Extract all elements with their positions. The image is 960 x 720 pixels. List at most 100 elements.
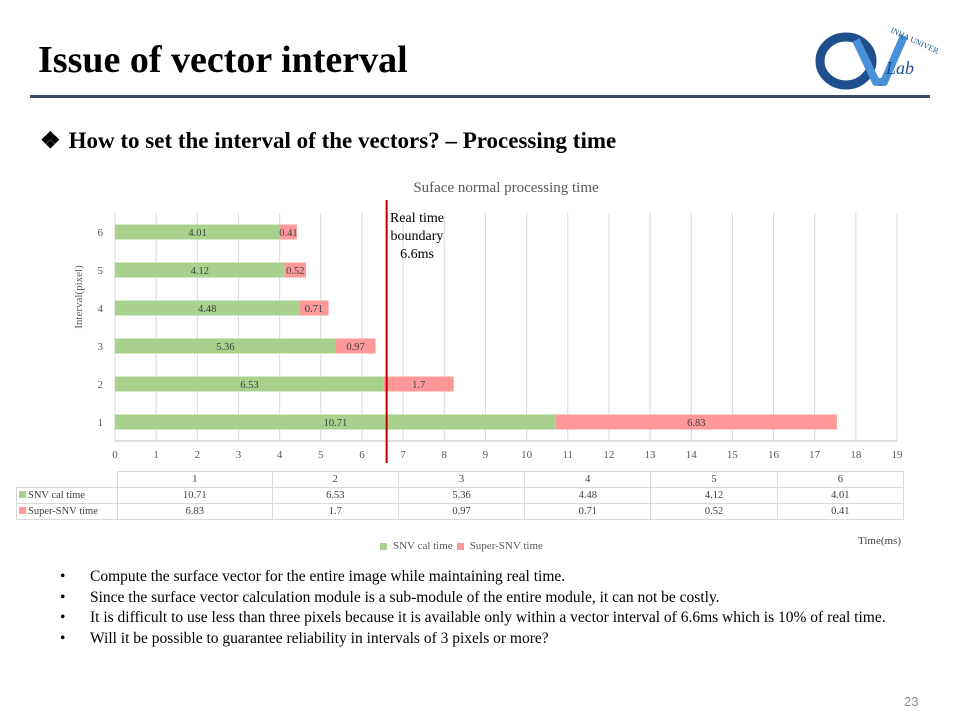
x-tick-label: 1 [153, 449, 159, 461]
list-item: Compute the surface vector for the entir… [60, 567, 910, 588]
snv-bar [115, 262, 285, 278]
x-tick-label: 2 [195, 449, 201, 461]
x-tick-label: 13 [645, 449, 657, 461]
table-cell: 10.71 [117, 487, 273, 504]
data-table: 1 2 3 4 5 6 SNV cal time 10.71 6.53 5.36… [16, 471, 905, 520]
time-axis-label: Time(ms) [858, 535, 901, 547]
bar-data-label: 0.71 [305, 304, 323, 315]
snv-bar [115, 376, 384, 392]
table-corner [16, 471, 118, 488]
list-item: It is difficult to use less than three p… [60, 608, 910, 629]
x-tick-label: 15 [727, 449, 739, 461]
legend-item: Super-SNV time [469, 540, 543, 552]
super-snv-legend-icon [456, 542, 464, 550]
table-row: SNV cal time 10.71 6.53 5.36 4.48 4.12 4… [16, 487, 905, 504]
table-cell: 4.12 [650, 487, 778, 504]
table-cell: 6.53 [271, 487, 399, 504]
snv-bar [115, 414, 556, 430]
legend-item: SNV cal time [393, 540, 453, 552]
x-tick-label: 12 [603, 449, 614, 461]
x-tick-label: 10 [521, 449, 533, 461]
subheading: ❖ How to set the interval of the vectors?… [40, 128, 616, 154]
annotation-line-1: Real time [389, 211, 445, 226]
list-item: Since the surface vector calculation mod… [60, 588, 910, 609]
y-axis-title: Interval(pixel) [73, 265, 85, 329]
diamond-bullet-icon: ❖ [40, 128, 61, 153]
bar-data-label: 5.36 [216, 342, 234, 353]
x-tick-label: 8 [442, 449, 448, 461]
x-tick-label: 6 [359, 449, 365, 461]
table-cell: 0.71 [524, 503, 652, 520]
super-snv-bar [284, 262, 306, 278]
x-tick-label: 19 [892, 449, 904, 461]
snv-bar [115, 224, 281, 240]
x-tick-label: 18 [850, 449, 862, 461]
table-cell: 4.01 [776, 487, 905, 504]
table-row-label: SNV cal time [16, 487, 118, 504]
x-tick-label: 7 [400, 449, 406, 461]
table-header: 5 [650, 471, 778, 488]
super-snv-bar [335, 338, 376, 354]
x-tick-label: 16 [768, 449, 780, 461]
title-underline [30, 95, 930, 98]
bar-data-label: 4.48 [198, 304, 216, 315]
bar-data-label: 4.12 [191, 266, 209, 277]
table-cell: 4.48 [524, 487, 652, 504]
x-tick-label: 5 [318, 449, 324, 461]
bar-data-label: 1.7 [412, 380, 425, 391]
table-cell: 0.41 [776, 503, 905, 520]
snv-legend-icon [380, 542, 387, 550]
table-header: 3 [397, 471, 526, 488]
super-snv-bar [280, 224, 297, 240]
table-cell: 0.97 [397, 503, 526, 520]
subheading-text: How to set the interval of the vectors? … [68, 128, 617, 153]
bar-data-label: 0.41 [279, 228, 297, 239]
annotation-line-2: boundary [390, 229, 444, 244]
table-header: 1 [117, 471, 273, 488]
table-header-row: 1 2 3 4 5 6 [16, 471, 905, 488]
annotation-line-3: 6.6ms [400, 247, 434, 262]
x-tick-label: 0 [112, 449, 118, 461]
bullet-list: Compute the surface vector for the entir… [60, 567, 910, 649]
super-snv-bar [299, 300, 329, 316]
chart-legend: SNV cal time Super-SNV time [380, 540, 543, 552]
table-header: 4 [524, 471, 652, 488]
y-tick-label: 5 [98, 265, 104, 277]
super-snv-bar [555, 414, 837, 430]
y-tick-label: 6 [98, 227, 104, 239]
snv-bar [115, 300, 300, 316]
x-tick-label: 17 [809, 449, 821, 461]
chart-title: Suface normal processing time [413, 180, 599, 196]
bar-data-label: 10.71 [324, 418, 348, 429]
table-cell: 6.83 [117, 503, 273, 520]
y-tick-label: 1 [98, 417, 104, 429]
bar-data-label: 4.01 [188, 228, 206, 239]
bar-data-label: 6.83 [687, 418, 705, 429]
snv-bar [115, 338, 336, 354]
list-item: Will it be possible to guarantee reliabi… [60, 629, 910, 650]
x-tick-label: 3 [236, 449, 242, 461]
slide-title: Issue of vector interval [38, 39, 408, 81]
bar-data-label: 6.53 [240, 380, 258, 391]
super-snv-bar [383, 376, 454, 392]
svg-text:Lab: Lab [885, 58, 914, 78]
table-cell: 0.52 [650, 503, 778, 520]
table-row: Super-SNV time 6.83 1.7 0.97 0.71 0.52 0… [16, 503, 905, 520]
table-cell: 5.36 [397, 487, 526, 504]
y-tick-label: 4 [98, 303, 104, 315]
x-tick-label: 9 [483, 449, 489, 461]
table-header: 6 [776, 471, 905, 488]
table-header: 2 [271, 471, 399, 488]
bar-data-label: 0.97 [346, 342, 364, 353]
realtime-boundary-annotation: Real time boundary 6.6ms [382, 210, 452, 264]
y-tick-label: 2 [98, 379, 104, 391]
super-snv-swatch-icon [19, 507, 26, 514]
y-tick-label: 3 [98, 341, 104, 353]
snv-swatch-icon [19, 491, 26, 498]
bar-data-label: 0.52 [286, 266, 304, 277]
table-row-label: Super-SNV time [16, 503, 118, 520]
x-tick-label: 11 [562, 449, 573, 461]
x-tick-label: 4 [277, 449, 283, 461]
x-tick-label: 14 [686, 449, 698, 461]
